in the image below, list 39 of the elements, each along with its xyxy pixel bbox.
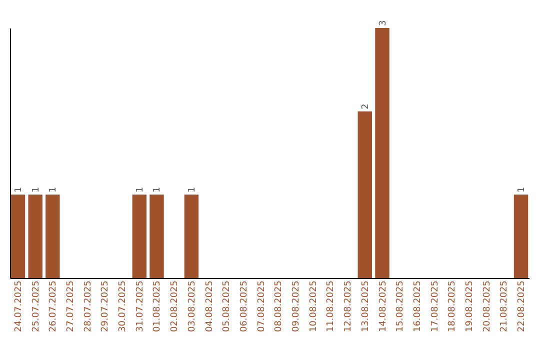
x-tick-label: 30.07.2025 (118, 280, 128, 332)
x-tick-label: 03.08.2025 (187, 280, 198, 332)
x-tick-label: 12.08.2025 (344, 280, 354, 332)
x-tick-label: 17.08.2025 (430, 280, 440, 332)
data-label: 3 (378, 20, 388, 26)
x-tick-label: 16.08.2025 (412, 280, 423, 332)
x-tick-label: 26.07.2025 (48, 280, 59, 332)
data-label: 1 (152, 186, 163, 193)
x-tick-label: 24.07.2025 (14, 280, 24, 332)
x-tick-label: 05.08.2025 (222, 280, 232, 332)
x-tick-label: 13.08.2025 (360, 280, 371, 332)
x-tick-label: 27.07.2025 (66, 280, 76, 332)
x-tick-label: 06.08.2025 (239, 280, 250, 332)
x-tick-label: 19.08.2025 (464, 280, 475, 332)
x-tick-label: 28.07.2025 (83, 280, 94, 332)
x-tick-label: 25.07.2025 (31, 280, 42, 332)
x-tick-label: 20.08.2025 (482, 280, 492, 332)
data-label: 2 (360, 104, 371, 110)
x-tick-label: 07.08.2025 (256, 280, 267, 332)
x-tick-label: 18.08.2025 (448, 280, 458, 332)
data-label: 1 (135, 186, 146, 193)
x-tick-label: 09.08.2025 (292, 280, 302, 332)
x-tick-label: 31.07.2025 (135, 280, 146, 332)
x-tick-label: 04.08.2025 (204, 280, 215, 332)
x-tick-label: 02.08.2025 (170, 280, 180, 332)
x-tick-label: 14.08.2025 (378, 280, 388, 332)
x-tick-label: 15.08.2025 (396, 280, 406, 332)
data-label: 1 (48, 186, 59, 193)
data-label: 1 (517, 186, 528, 193)
x-tick-label: 29.07.2025 (100, 280, 111, 332)
x-tick-label: 11.08.2025 (326, 280, 336, 332)
data-label: 1 (31, 186, 42, 193)
x-tick-label: 22.08.2025 (517, 280, 528, 332)
x-tick-label: 08.08.2025 (274, 280, 284, 332)
x-tick-label: 10.08.2025 (308, 280, 319, 332)
x-tick-label: 21.08.2025 (500, 280, 510, 332)
data-label: 1 (14, 186, 24, 193)
data-label: 1 (187, 186, 198, 193)
x-tick-label: 01.08.2025 (152, 280, 163, 332)
